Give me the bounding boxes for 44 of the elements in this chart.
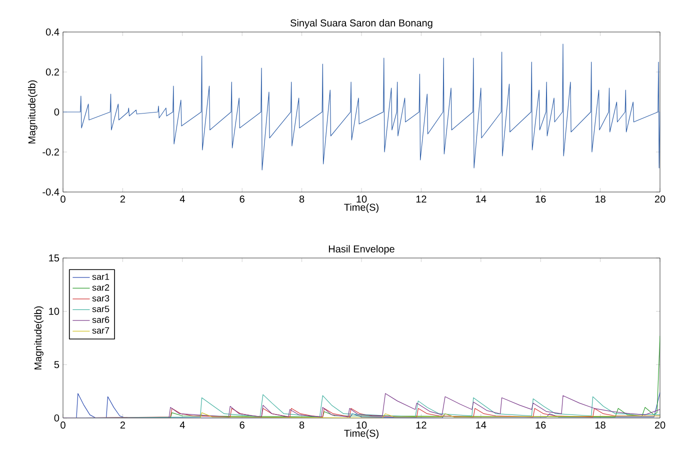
x-tick-label: 16 [536,196,546,203]
x-tick-label: 18 [596,196,606,203]
x-tick-label: 8 [299,196,304,203]
y-tick-label: 0.4 [46,28,60,36]
legend-label: sar1 [92,274,110,280]
x-tick-label: 10 [356,196,367,203]
x-tick-label: 8 [299,422,304,429]
chart-title: Sinyal Suara Saron dan Bonang [290,19,432,28]
y-tick-label: 0 [54,414,60,422]
x-tick-label: 18 [596,422,606,429]
x-tick-label: 12 [416,196,426,203]
chart-title: Hasil Envelope [328,245,394,254]
y-tick-label: -0.2 [42,148,59,156]
y-tick-label: 5 [54,361,60,368]
x-tick-label: 6 [240,196,244,203]
x-tick-label: 14 [476,196,486,202]
y-tick-label: 15 [49,254,60,262]
x-tick-label: 6 [240,422,244,429]
x-tick-label: 4 [180,422,185,428]
y-tick-label: 10 [49,308,60,315]
x-tick-label: 0 [60,422,66,429]
x-tick-label: 2 [120,422,125,429]
y-tick-label: 0.2 [46,68,59,76]
x-tick-label: 0 [60,196,66,203]
legend-label: sar5 [92,306,110,312]
x-tick-label: 2 [120,196,125,203]
line-series [63,44,660,170]
y-tick-label: 0 [54,108,60,116]
x-tick-label: 20 [654,196,666,203]
y-tick-label: -0.4 [42,188,60,196]
y-axis-title: Magnitude(db) [34,306,44,370]
x-tick-label: 4 [180,196,185,202]
legend-label: sar7 [92,327,110,334]
legend-label: sar6 [92,316,110,323]
x-axis-title: Time(S) [344,203,378,213]
x-tick-label: 14 [476,422,486,428]
x-tick-label: 16 [536,422,546,429]
legend-label: sar2 [92,284,110,291]
legend-label: sar3 [92,295,110,302]
x-tick-label: 20 [654,422,666,429]
x-axis-title: Time(S) [344,429,378,439]
y-axis-title: Magnitude(db) [28,80,38,144]
x-tick-label: 10 [356,422,367,429]
x-tick-label: 12 [416,422,426,429]
